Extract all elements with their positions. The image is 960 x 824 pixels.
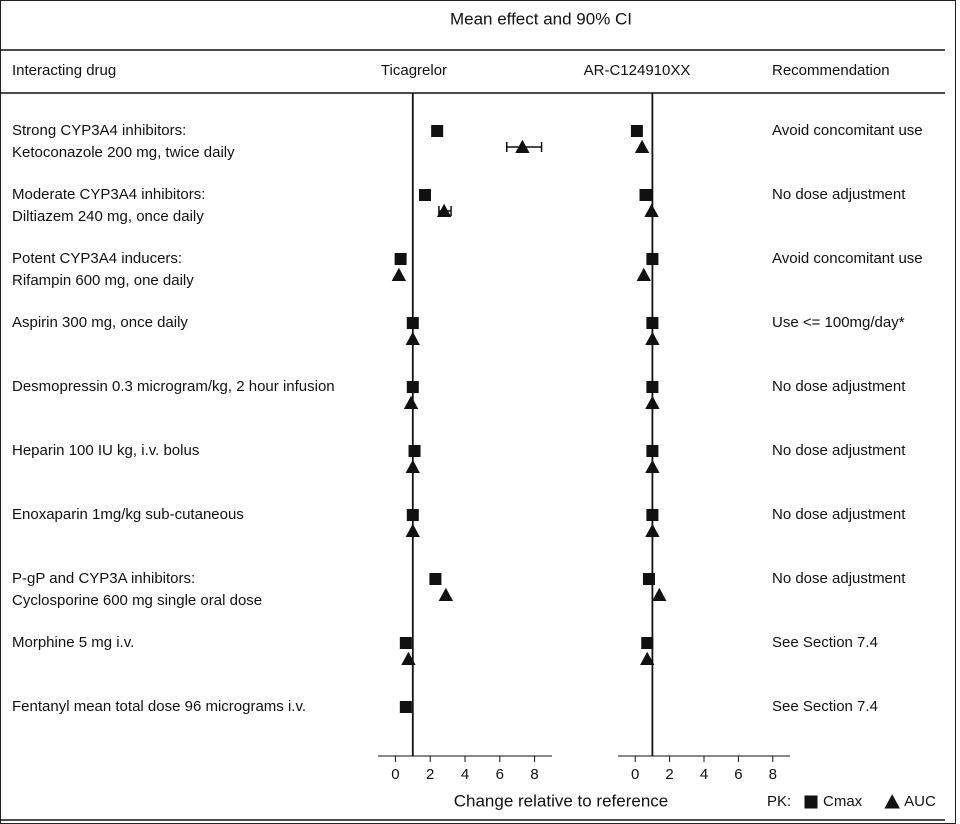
data-point (438, 587, 454, 601)
x-tick-label: 6 (734, 766, 742, 783)
data-point (646, 253, 659, 265)
data-point (406, 509, 419, 521)
column-header: Interacting drug (12, 62, 116, 79)
legend-marker (804, 795, 818, 809)
column-header: Recommendation (772, 62, 890, 79)
row-label: Potent CYP3A4 inducers: (12, 250, 182, 267)
data-point (646, 509, 659, 521)
x-tick-label: 4 (700, 766, 708, 783)
column-header: Ticagrelor (381, 62, 447, 79)
row-label: Diltiazem 240 mg, once daily (12, 208, 204, 225)
recommendation: Avoid concomitant use (772, 122, 923, 139)
recommendation: No dose adjustment (772, 506, 906, 523)
x-tick-label: 0 (391, 766, 399, 783)
x-tick-label: 8 (769, 766, 777, 783)
legend-title: PK: (767, 793, 791, 810)
data-point (408, 445, 421, 457)
recommendation: No dose adjustment (772, 378, 906, 395)
x-tick-label: 4 (461, 766, 469, 783)
recommendation: No dose adjustment (772, 570, 906, 587)
recommendation: Avoid concomitant use (772, 250, 923, 267)
data-point (641, 637, 654, 649)
recommendation: Use <= 100mg/day* (772, 314, 905, 331)
data-point (646, 381, 659, 393)
legend-marker (884, 794, 900, 809)
x-tick-label: 0 (631, 766, 639, 783)
data-point (429, 573, 442, 585)
column-header: AR-C124910XX (584, 62, 691, 79)
data-point (391, 267, 407, 281)
row-label: Moderate CYP3A4 inhibitors: (12, 186, 205, 203)
x-tick-label: 2 (426, 766, 434, 783)
row-label: Aspirin 300 mg, once daily (12, 314, 188, 331)
data-point (634, 139, 650, 153)
data-point (431, 125, 444, 137)
data-point (436, 203, 452, 217)
legend-label: AUC (904, 793, 936, 810)
data-point (646, 317, 659, 329)
data-point (645, 459, 660, 473)
recommendation: No dose adjustment (772, 186, 906, 203)
data-point (405, 459, 420, 473)
data-point (394, 253, 407, 265)
data-point (652, 587, 667, 601)
recommendation: See Section 7.4 (772, 634, 878, 651)
data-point (405, 523, 420, 537)
data-point (645, 523, 660, 537)
row-label: Fentanyl mean total dose 96 micrograms i… (12, 698, 306, 715)
data-point (630, 125, 643, 137)
row-label: Morphine 5 mg i.v. (12, 634, 134, 651)
data-point (399, 701, 412, 713)
x-tick-label: 2 (665, 766, 673, 783)
data-point (639, 189, 652, 201)
data-point (406, 317, 419, 329)
recommendation: See Section 7.4 (772, 698, 878, 715)
data-point (401, 651, 416, 665)
recommendation: No dose adjustment (772, 442, 906, 459)
x-tick-label: 6 (496, 766, 504, 783)
row-label: Desmopressin 0.3 microgram/kg, 2 hour in… (12, 378, 335, 395)
row-label: Strong CYP3A4 inhibitors: (12, 122, 186, 139)
row-label: Enoxaparin 1mg/kg sub-cutaneous (12, 506, 244, 523)
data-point (646, 445, 659, 457)
data-point (640, 651, 655, 665)
legend-label: Cmax (823, 793, 863, 810)
data-point (405, 331, 420, 345)
row-label: Rifampin 600 mg, one daily (12, 272, 194, 289)
row-label: P-gP and CYP3A inhibitors: (12, 570, 195, 587)
data-point (636, 267, 651, 281)
data-point (642, 573, 655, 585)
row-label: Cyclosporine 600 mg single oral dose (12, 592, 262, 609)
data-point (645, 331, 660, 345)
row-label: Heparin 100 IU kg, i.v. bolus (12, 442, 199, 459)
data-point (645, 395, 660, 409)
data-point (515, 139, 530, 153)
data-point (418, 189, 431, 201)
data-point (406, 381, 419, 393)
data-point (403, 395, 419, 409)
x-axis-label: Change relative to reference (454, 791, 669, 810)
row-label: Ketoconazole 200 mg, twice daily (12, 144, 235, 161)
chart-title: Mean effect and 90% CI (450, 9, 632, 28)
data-point (399, 637, 412, 649)
data-point (644, 203, 659, 217)
x-tick-label: 8 (530, 766, 538, 783)
